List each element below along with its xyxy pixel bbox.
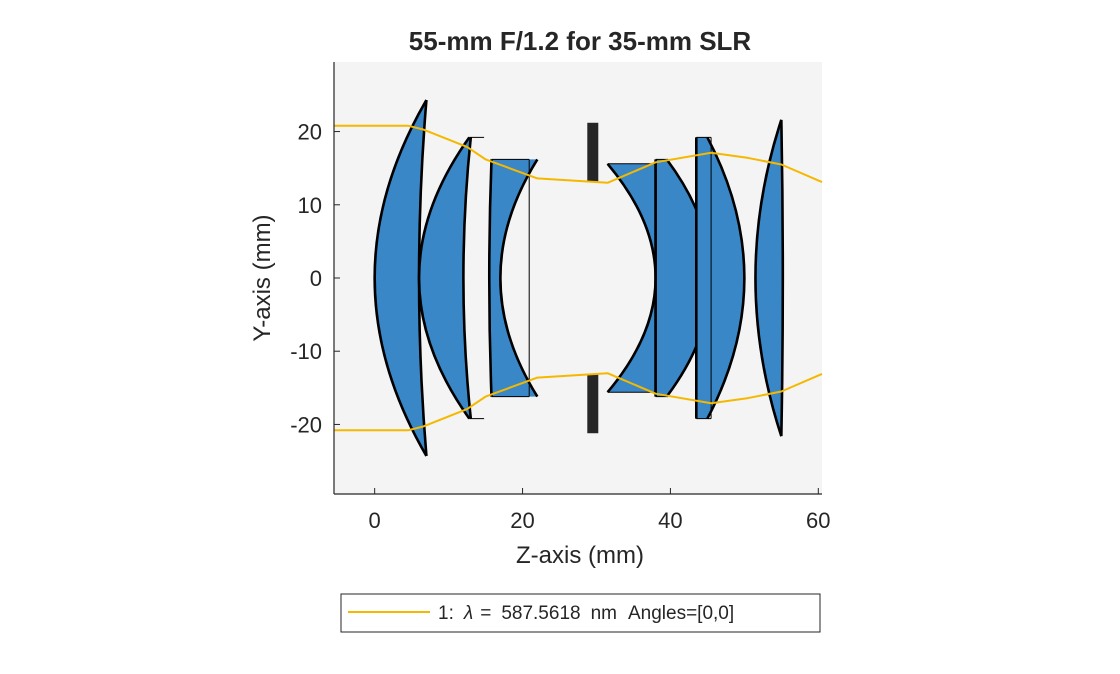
lens-back-surface-6 <box>706 136 746 420</box>
lens-element-2 <box>419 137 485 419</box>
x-tick-label-0: 0 <box>369 508 381 533</box>
legend-lambda-symbol: λ <box>463 603 473 624</box>
x-tick-label-40: 40 <box>658 508 682 533</box>
legend-angles: Angles=[0,0] <box>628 603 734 624</box>
y-tick-label--10: -10 <box>290 339 322 364</box>
lens-element-3 <box>489 159 538 397</box>
legend-unit: nm <box>591 603 617 624</box>
lens-element-6 <box>696 137 745 419</box>
legend-entry: 1: λ = 587.5618 nm Angles=[0,0] <box>438 603 734 624</box>
lens-flat-edges-5 <box>655 158 667 398</box>
x-axis-ticks: 0 20 40 60 <box>369 488 831 533</box>
y-tick-label-20: 20 <box>298 120 322 145</box>
x-tick-label-60: 60 <box>806 508 830 533</box>
lens-back-surface-3 <box>499 158 539 398</box>
ray-traces <box>334 124 823 432</box>
lens-front-surface-3 <box>487 159 493 397</box>
x-tick-label-20: 20 <box>510 508 534 533</box>
chart-title: 55-mm F/1.2 for 35-mm SLR <box>409 26 752 56</box>
y-axis-label: Y-axis (mm) <box>249 214 276 341</box>
lens-flat-edges-3 <box>491 158 530 398</box>
lens-flat-edges-4 <box>607 163 656 393</box>
y-axis-ticks: -20 -10 0 10 20 <box>290 120 340 437</box>
legend: 1: λ = 587.5618 nm Angles=[0,0] <box>340 593 821 633</box>
lens-back-surface-7 <box>780 119 785 437</box>
lens-back-surface-2 <box>462 137 473 419</box>
aperture-stop-lower <box>587 374 599 434</box>
lens-front-surface-1 <box>373 99 428 457</box>
lens-flat-edges-6 <box>696 136 712 420</box>
ray-trace-1 <box>334 124 823 184</box>
legend-wavelength: 587.5618 <box>501 603 580 624</box>
y-tick-label--20: -20 <box>290 412 322 437</box>
x-axis-label: Z-axis (mm) <box>516 542 644 569</box>
y-tick-label-10: 10 <box>298 193 322 218</box>
y-tick-label-0: 0 <box>310 266 322 291</box>
legend-equals: = <box>480 603 491 624</box>
legend-entry-prefix: 1: <box>438 603 454 624</box>
lens-elements <box>373 99 785 457</box>
aperture-stop-upper <box>587 122 599 182</box>
ray-trace-2 <box>334 372 823 432</box>
aperture-stop <box>587 122 599 434</box>
lens-flat-edges-2 <box>469 136 485 420</box>
lens-front-surface-2 <box>417 136 471 420</box>
